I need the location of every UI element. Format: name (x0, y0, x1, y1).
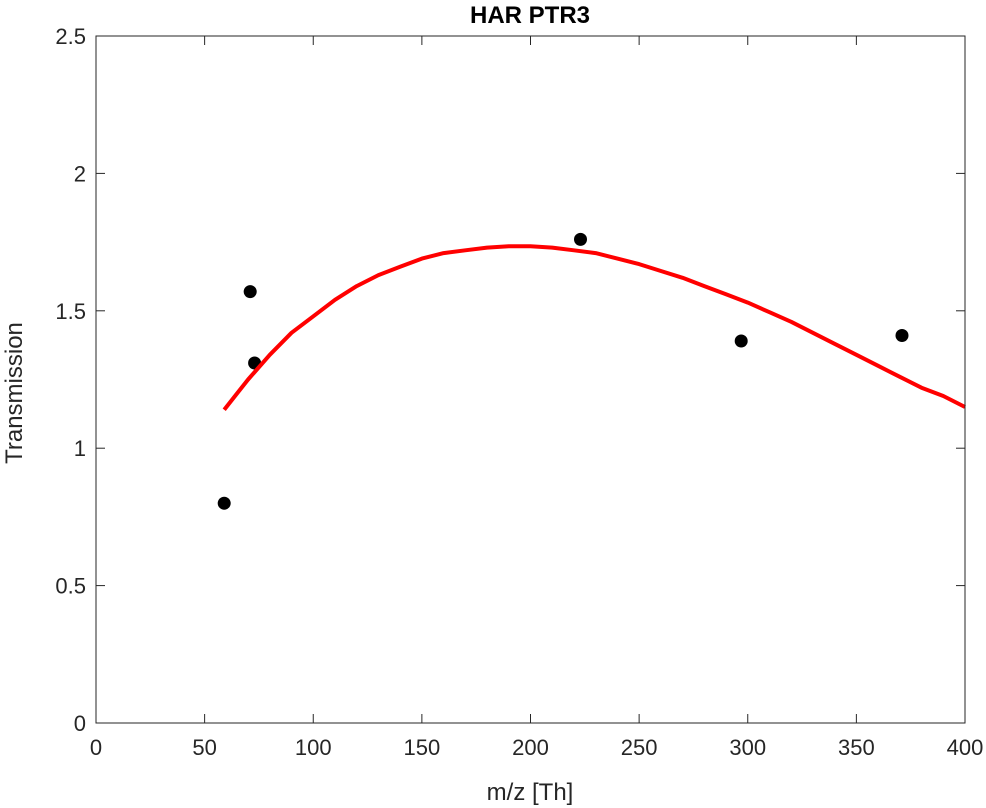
x-tick-label: 0 (90, 735, 102, 760)
data-point-marker (243, 285, 257, 299)
data-point-marker (895, 329, 909, 342)
axes: 0 50 100 150 200 250 300 350 400 0 0.5 1 1.5 2 2.5 (55, 24, 983, 760)
x-tick-label: 100 (295, 735, 332, 760)
y-tick-label: 1.5 (55, 299, 86, 324)
y-tick-label: 2.5 (55, 24, 86, 49)
x-axis-title: m/z [Th] (487, 779, 574, 806)
y-tick-label: 2 (74, 161, 86, 186)
x-tick-label: 150 (404, 735, 441, 760)
plot-area (217, 232, 966, 510)
x-tick-label: 50 (192, 735, 216, 760)
y-axis-title: Transmission (1, 322, 28, 464)
chart-title: HAR PTR3 (470, 2, 590, 29)
y-tick-label: 1 (74, 436, 86, 461)
x-tick-label: 350 (838, 735, 875, 760)
x-tick-label: 300 (729, 735, 766, 760)
x-tick-label: 200 (512, 735, 549, 760)
data-point-marker (574, 232, 587, 246)
fit-curve-line (222, 244, 966, 411)
data-point-marker (734, 334, 748, 348)
data-point-marker (217, 496, 231, 510)
x-tick-label: 400 (947, 735, 984, 760)
x-tick-label: 250 (621, 735, 658, 760)
y-tick-label: 0 (74, 711, 86, 736)
y-tick-label: 0.5 (55, 574, 86, 599)
